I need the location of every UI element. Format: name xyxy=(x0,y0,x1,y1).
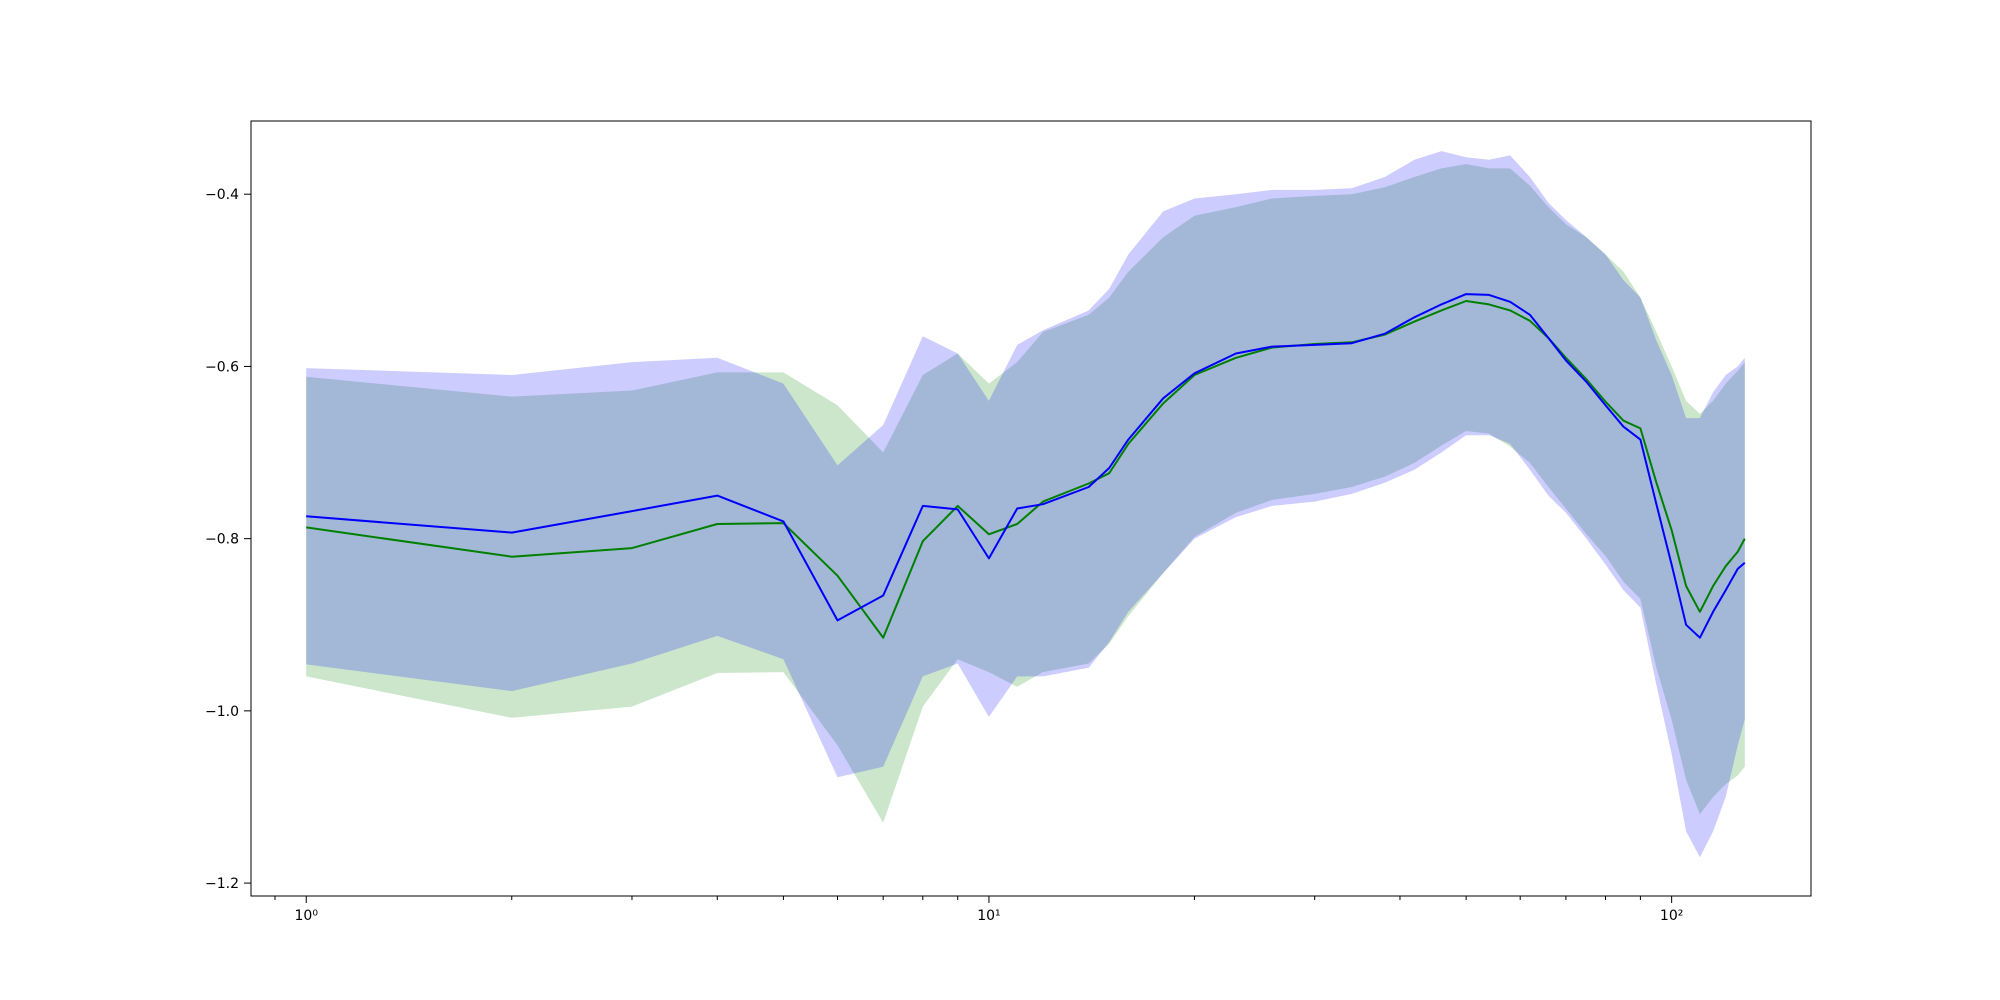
series-lines xyxy=(306,293,1746,639)
x-tick-label: 10⁰ xyxy=(295,908,319,924)
line-series-2 xyxy=(306,293,1746,639)
x-tick-label: 10¹ xyxy=(977,908,1000,924)
band-series-2 xyxy=(306,151,1745,858)
y-tick-label: −0.4 xyxy=(205,187,239,203)
plot-frame xyxy=(250,120,1812,897)
y-axis: −0.4 −0.6 −0.8 −1.0 −1.2 xyxy=(205,187,251,892)
confidence-bands xyxy=(306,151,1745,858)
band-series-1 xyxy=(306,164,1745,823)
y-tick-label: −0.8 xyxy=(205,532,239,548)
x-axis: 10⁰ 10¹ 10² xyxy=(274,896,1683,924)
y-tick-label: −1.0 xyxy=(205,704,239,720)
x-tick-label: 10² xyxy=(1660,908,1683,924)
y-tick-label: −1.2 xyxy=(205,876,239,892)
y-tick-label: −0.6 xyxy=(205,359,239,375)
